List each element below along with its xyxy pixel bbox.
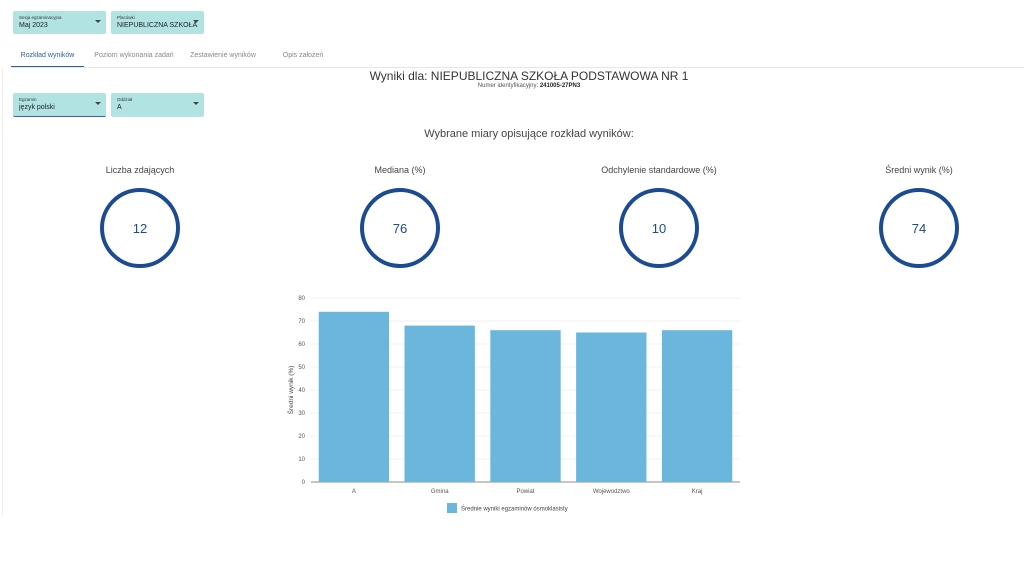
page-title: Wyniki dla: NIEPUBLICZNA SZKOŁA PODSTAWO… (369, 69, 689, 83)
y-tick-label: 30 (298, 411, 305, 417)
y-tick-label: 70 (298, 319, 305, 325)
y-tick-label: 40 (298, 388, 305, 394)
chevron-down-icon (95, 102, 101, 105)
metric-mediana: Mediana (%) 76 (300, 164, 500, 268)
x-tick-label: Kraj (692, 489, 703, 495)
class-select-label: Oddział (117, 97, 133, 102)
metric-odchylenie: Odchylenie standardowe (%) 10 (559, 164, 759, 268)
bar[interactable] (318, 311, 390, 482)
y-tick-label: 80 (298, 296, 305, 302)
chevron-down-icon (95, 20, 101, 23)
y-tick-label: 10 (298, 457, 305, 463)
school-select-label: Placówki (117, 15, 135, 20)
x-tick-label: Wojewodztwo (593, 489, 631, 495)
school-id-value: 241005-27PN3 (539, 83, 581, 89)
metric-label: Średni wynik (%) (885, 165, 953, 175)
legend-swatch (447, 503, 457, 513)
content-border (2, 68, 3, 516)
metric-label: Mediana (%) (374, 165, 426, 175)
bar[interactable] (661, 330, 733, 482)
metric-label: Odchylenie standardowe (%) (601, 165, 717, 175)
tab-rozklad-wynikow[interactable]: Rozkład wyników (11, 47, 84, 68)
y-tick-label: 50 (298, 365, 305, 371)
session-select[interactable]: Sesja egzaminacyjna Maj 2023 (13, 11, 106, 34)
session-select-value: Maj 2023 (19, 22, 48, 29)
bar[interactable] (576, 332, 647, 483)
x-tick-label: Gmina (431, 489, 449, 495)
metric-value-ring: 12 (100, 188, 180, 268)
legend-label: Średnie wyniki egzaminów ósmoklasisty (461, 505, 568, 513)
school-id-label: Numer identyfikacyjny: (477, 83, 539, 89)
metric-value-ring: 74 (879, 188, 959, 268)
tab-zestawienie-wynikow[interactable]: Zestawienie wyników (190, 52, 256, 59)
y-tick-label: 20 (298, 434, 305, 440)
chevron-down-icon (193, 102, 199, 105)
y-axis-label: Średni wynik (%) (286, 366, 295, 415)
school-select-value: NIEPUBLICZNA SZKOŁA... (117, 22, 198, 29)
tab-poziom-wykonania-zadan[interactable]: Poziom wykonania zadań (94, 52, 174, 59)
exam-select[interactable]: Egzamin język polski (13, 93, 106, 117)
y-tick-label: 0 (302, 480, 306, 486)
x-tick-label: Powiat (516, 489, 534, 495)
metric-value-ring: 10 (619, 188, 699, 268)
exam-select-label: Egzamin (19, 97, 37, 102)
tab-divider (11, 67, 1024, 68)
x-tick-label: A (352, 489, 356, 495)
bar[interactable] (490, 330, 561, 482)
class-select-value: A (117, 104, 122, 111)
school-id: Numer identyfikacyjny: 241005-27PN3 (0, 83, 1024, 89)
class-select[interactable]: Oddział A (111, 93, 204, 117)
metrics-heading: Wybrane miary opisujące rozkład wyników: (424, 128, 634, 140)
metric-liczba-zdajacych: Liczba zdających 12 (40, 164, 240, 268)
exam-select-value: język polski (19, 104, 55, 111)
bar[interactable] (404, 325, 475, 482)
metric-label: Liczba zdających (105, 165, 175, 175)
school-select[interactable]: Placówki NIEPUBLICZNA SZKOŁA... (111, 11, 204, 34)
metric-value-ring: 76 (360, 188, 440, 268)
y-tick-label: 60 (298, 342, 305, 348)
metric-sredni-wynik: Średni wynik (%) 74 (819, 164, 1019, 268)
session-select-label: Sesja egzaminacyjna (19, 15, 62, 20)
tab-opis-zalozen[interactable]: Opis założeń (282, 52, 324, 59)
chevron-down-icon (193, 20, 199, 23)
